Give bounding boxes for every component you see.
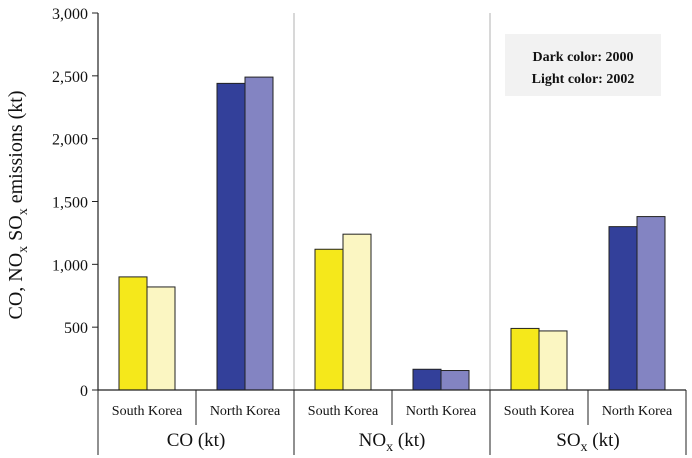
- y-axis-label: CO, NOx SOx emissions (kt): [5, 90, 31, 319]
- group-label: SOx (kt): [556, 430, 619, 455]
- y-tick-label: 1,000: [52, 257, 88, 274]
- y-tick-label: 3,000: [52, 6, 88, 23]
- category-label: North Korea: [210, 404, 281, 419]
- y-ticks: 0 500 1,000 1,500 2,000 2,500 3,000: [52, 6, 98, 400]
- category-label: South Korea: [308, 404, 379, 419]
- y-tick-label: 500: [64, 320, 88, 337]
- bar: [440, 370, 470, 391]
- category-label: North Korea: [406, 404, 477, 419]
- legend-line-1: Dark color: 2000: [532, 50, 633, 65]
- bar: [244, 76, 274, 391]
- bar: [216, 82, 246, 391]
- y-tick-label: 2,000: [52, 132, 88, 149]
- bars-layer: [118, 76, 666, 391]
- group-label: NOx (kt): [359, 430, 426, 455]
- category-label: North Korea: [602, 404, 673, 419]
- bar: [636, 216, 666, 391]
- bar: [608, 226, 638, 391]
- bar: [412, 368, 442, 391]
- legend-box: [505, 34, 661, 96]
- legend: Dark color: 2000 Light color: 2002: [505, 34, 661, 96]
- category-label: South Korea: [112, 404, 183, 419]
- x-categories: South Korea North Korea CO (kt) South Korea…: [97, 390, 687, 455]
- y-tick-label: 1,500: [52, 195, 88, 212]
- bar: [314, 248, 344, 391]
- legend-line-2: Light color: 2002: [532, 72, 635, 87]
- group-label: CO (kt): [167, 430, 226, 451]
- y-tick-label: 2,500: [52, 69, 88, 86]
- bar: [118, 276, 148, 391]
- bar: [538, 330, 568, 391]
- bar: [510, 327, 540, 391]
- category-label: South Korea: [504, 404, 575, 419]
- y-tick-label: 0: [80, 383, 88, 400]
- bar: [342, 233, 372, 391]
- bar: [146, 286, 176, 391]
